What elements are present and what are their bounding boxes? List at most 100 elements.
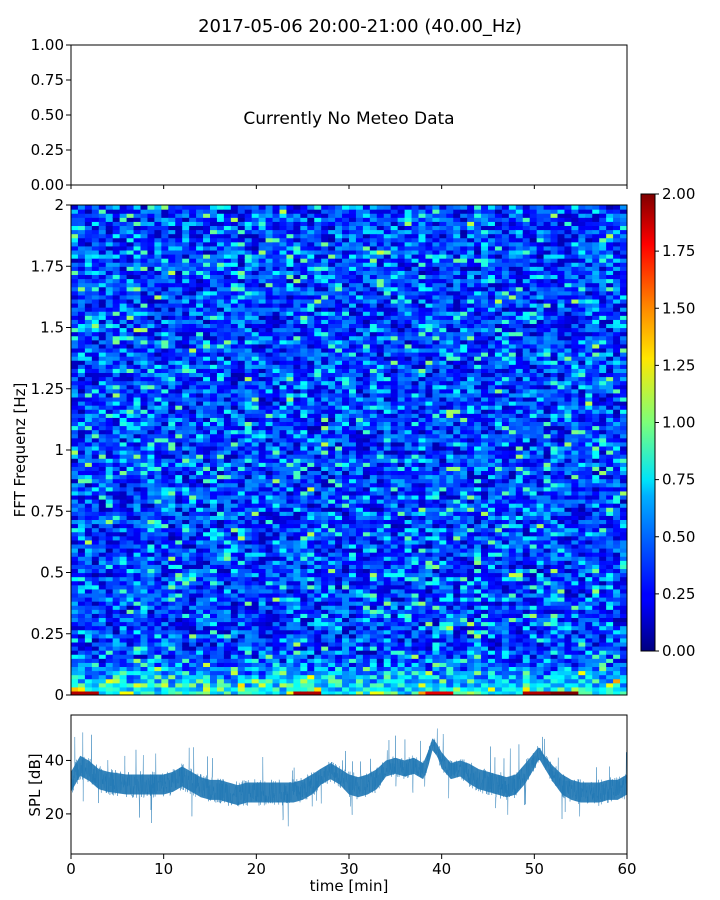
- spectrogram-cell: [335, 221, 343, 227]
- spectrogram-cell: [126, 674, 135, 680]
- spectrogram-cell: [84, 384, 93, 390]
- spectrogram-cell: [140, 523, 149, 529]
- spectrogram-cell: [77, 552, 86, 557]
- spectrogram-cell: [147, 229, 155, 235]
- spectrogram-cell: [105, 503, 114, 508]
- spectrogram-cell: [196, 641, 204, 647]
- spectrogram-cell: [328, 327, 336, 333]
- spectrogram-cell: [168, 609, 176, 614]
- spectrogram-cell: [223, 421, 232, 427]
- spectrogram-cell: [161, 519, 169, 525]
- spectrogram-cell: [307, 494, 315, 500]
- spectrogram-cell: [237, 298, 246, 304]
- spectrogram-cell: [293, 515, 301, 521]
- spectrogram-cell: [223, 401, 232, 406]
- spectrogram-cell: [216, 466, 225, 472]
- spectrogram-cell: [175, 205, 183, 210]
- spectrogram-cell: [328, 323, 336, 329]
- spectrogram-cell: [237, 392, 246, 398]
- spectrogram-cell: [300, 470, 308, 476]
- spectrogram-cell: [286, 364, 294, 369]
- spectrogram-cell: [216, 490, 225, 496]
- spectrogram-cell: [244, 613, 253, 619]
- spectrogram-cell: [321, 209, 329, 214]
- spectrogram-cell: [210, 539, 218, 545]
- spectrogram-cell: [258, 274, 267, 280]
- spectrogram-cell: [161, 601, 169, 606]
- spectrogram-cell: [237, 592, 246, 598]
- spectrogram-cell: [105, 556, 114, 561]
- spectrogram-cell: [203, 535, 211, 541]
- spectrogram-cell: [286, 413, 294, 418]
- spectrogram-cell: [307, 535, 315, 541]
- spectrogram-cell: [77, 539, 86, 545]
- spectrogram-cell: [286, 376, 294, 382]
- spectrogram-cell: [251, 335, 260, 341]
- spectrogram-cell: [98, 564, 107, 570]
- spectrogram-cell: [126, 462, 135, 467]
- spectrogram-cell: [91, 429, 100, 435]
- spectrogram-cell: [230, 347, 239, 353]
- spectrogram-cell: [314, 388, 322, 394]
- spectrogram-cell: [321, 205, 329, 210]
- spectrogram-cell: [119, 290, 128, 296]
- spectrogram-cell: [126, 552, 135, 557]
- spectrogram-cell: [77, 515, 86, 521]
- spectrogram-cell: [154, 254, 162, 259]
- spectrogram-cell: [77, 613, 86, 619]
- spectrogram-cell: [321, 507, 329, 512]
- spectrogram-cell: [237, 527, 246, 533]
- spectrogram-cell: [286, 290, 294, 296]
- spectrogram-cell: [349, 670, 357, 676]
- spectrogram-cell: [182, 523, 190, 529]
- spectrogram-cell: [77, 633, 86, 639]
- spectrogram-cell: [203, 303, 211, 308]
- spectrogram-cell: [272, 678, 281, 684]
- spectrogram-cell: [258, 445, 267, 451]
- spectrogram-cell: [286, 323, 294, 329]
- spectrogram-cell: [321, 478, 329, 484]
- spectrogram-cell: [244, 237, 253, 243]
- spectrogram-cell: [91, 519, 100, 525]
- spectrogram-cell: [133, 637, 142, 643]
- spectrogram-cell: [112, 278, 121, 284]
- spectrogram-cell: [105, 376, 114, 382]
- spectrogram-cell: [307, 523, 315, 529]
- spectrogram-cell: [91, 527, 100, 533]
- spectrogram-cell: [203, 474, 211, 480]
- spectrogram-cell: [321, 494, 329, 500]
- spectrogram-cell: [216, 670, 225, 676]
- spectrogram-cell: [175, 482, 183, 488]
- spectrogram-cell: [321, 686, 329, 692]
- spectrogram-cell: [77, 686, 86, 692]
- spectrogram-cell: [189, 601, 197, 606]
- spectrogram-cell: [196, 331, 204, 337]
- spectrogram-cell: [77, 482, 86, 488]
- spectrogram-cell: [328, 527, 336, 533]
- spectrogram-cell: [251, 674, 260, 680]
- spectrogram-cell: [300, 425, 308, 431]
- spectrogram-cell: [244, 376, 253, 382]
- spectrogram-cell: [265, 527, 274, 533]
- spectrogram-cell: [182, 584, 190, 590]
- spectrogram-cell: [133, 441, 142, 447]
- spectrogram-cell: [168, 560, 176, 565]
- spectrogram-cell: [203, 682, 211, 688]
- spectrogram-cell: [91, 396, 100, 402]
- spectrogram-cell: [223, 311, 232, 316]
- spectrogram-cell: [210, 592, 218, 598]
- spectrogram-cell: [230, 535, 239, 541]
- spectrogram-cell: [251, 474, 260, 480]
- spectrogram-cell: [133, 225, 142, 231]
- spectrogram-cell: [258, 237, 267, 243]
- spectrogram-cell: [328, 286, 336, 292]
- spectrogram-cell: [335, 372, 343, 378]
- spectrogram-cell: [216, 376, 225, 382]
- spectrogram-cell: [98, 372, 107, 378]
- spectrogram-cell: [84, 625, 93, 631]
- spectrogram-cell: [265, 678, 274, 684]
- spectrogram-cell: [119, 560, 128, 565]
- spectrogram-cell: [349, 225, 357, 231]
- spectrogram-cell: [140, 221, 149, 227]
- spectrogram-cell: [293, 307, 301, 312]
